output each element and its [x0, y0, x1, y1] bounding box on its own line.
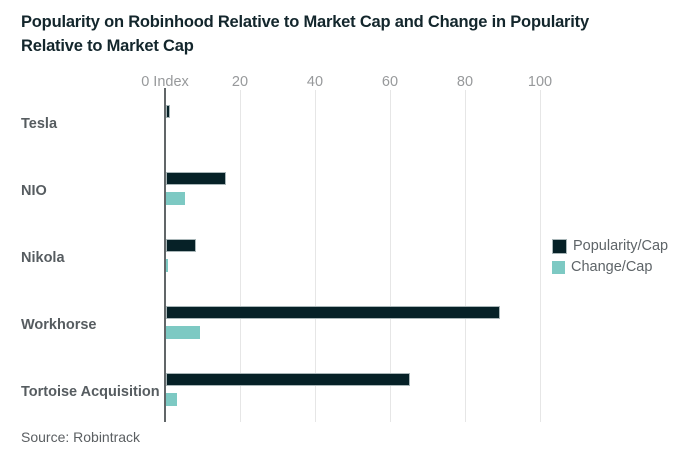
legend-item-popularity-cap: Popularity/Cap	[552, 236, 668, 256]
legend-label-popularity-cap: Popularity/Cap	[573, 238, 669, 254]
legend-item-change-cap: Change/Cap	[552, 257, 668, 277]
bar-change-cap-workhorse	[166, 326, 200, 339]
source-attribution: Source: Robintrack	[21, 429, 141, 445]
category-label-workhorse: Workhorse	[21, 317, 97, 333]
gridline-20	[240, 90, 241, 422]
gridline-80	[465, 90, 466, 422]
legend-swatch-change-cap	[552, 260, 565, 274]
category-label-nio: NIO	[21, 183, 47, 199]
category-label-tortoise-acquisition: Tortoise Acquisition	[21, 384, 160, 400]
bar-popularity-cap-workhorse	[166, 306, 500, 319]
chart-title-line-2: Relative to Market Cap	[21, 37, 194, 55]
bar-popularity-cap-tesla	[166, 105, 170, 118]
x-axis-tick-40: 40	[306, 74, 324, 90]
category-label-tesla: Tesla	[21, 116, 58, 132]
gridline-100	[540, 90, 541, 422]
bar-popularity-cap-nikola	[166, 239, 196, 252]
x-axis-tick-0-index: 0 Index	[141, 74, 189, 90]
x-axis-tick-100: 100	[527, 74, 553, 90]
chart-title-line-1: Popularity on Robinhood Relative to Mark…	[21, 13, 589, 31]
bar-change-cap-tortoise-acquisition	[166, 393, 177, 406]
x-axis-tick-20: 20	[231, 74, 249, 90]
bar-popularity-cap-nio	[166, 172, 226, 185]
legend-label-change-cap: Change/Cap	[571, 259, 653, 275]
chart-title: Popularity on Robinhood Relative to Mark…	[21, 10, 589, 58]
legend-swatch-popularity-cap	[552, 238, 567, 254]
bar-change-cap-nikola	[166, 259, 168, 272]
gridline-60	[390, 90, 391, 422]
x-axis-tick-80: 80	[456, 74, 474, 90]
chart-legend: Popularity/Cap Change/Cap	[552, 236, 668, 278]
x-axis-tick-60: 60	[381, 74, 399, 90]
bar-change-cap-nio	[166, 192, 185, 205]
y-axis-line	[164, 88, 166, 422]
category-label-nikola: Nikola	[21, 250, 65, 266]
bar-popularity-cap-tortoise-acquisition	[166, 373, 410, 386]
gridline-40	[315, 90, 316, 422]
